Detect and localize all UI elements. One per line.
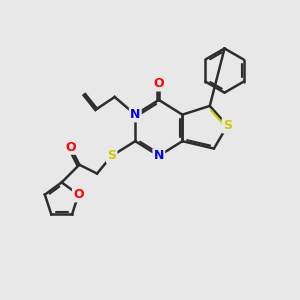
Text: S: S [223,119,232,132]
Text: N: N [130,108,140,121]
Text: O: O [65,141,76,154]
Text: O: O [154,77,164,90]
Text: O: O [73,188,84,201]
Text: N: N [154,149,164,162]
Text: S: S [107,149,116,162]
